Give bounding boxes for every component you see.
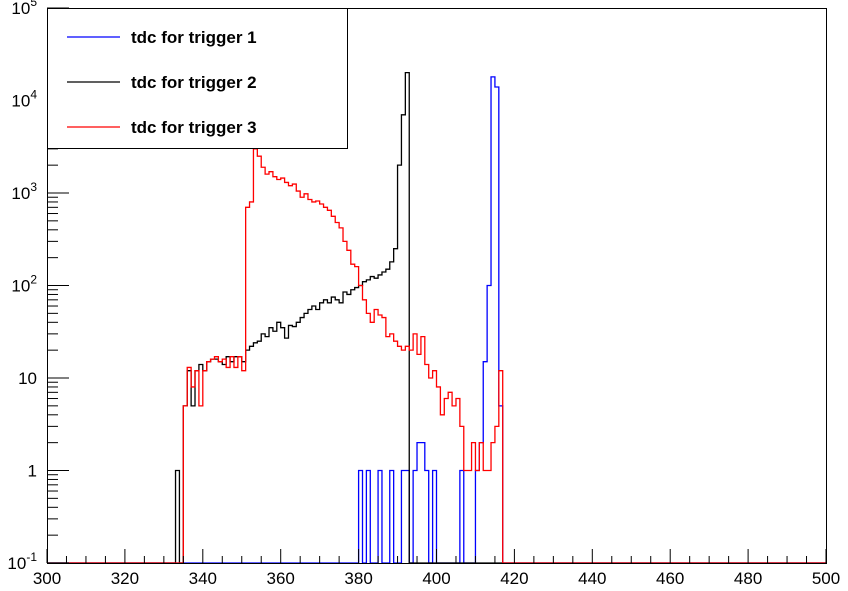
x-tick-labels: 300 320 340 360 380 400 420 440 460 480 500 <box>33 569 840 588</box>
legend-box <box>47 8 348 149</box>
y-tick-label: 10 <box>18 369 37 388</box>
x-tick-label: 380 <box>344 569 372 588</box>
legend-label-trigger-1: tdc for trigger 1 <box>131 28 257 47</box>
x-tick-label: 480 <box>734 569 762 588</box>
y-tick-label: 105 <box>11 0 37 18</box>
legend-label-trigger-2: tdc for trigger 2 <box>131 73 257 92</box>
y-tick-label: 1 <box>28 462 37 481</box>
y-tick-label: 10-1 <box>7 550 37 573</box>
x-tick-label: 360 <box>267 569 295 588</box>
x-tick-label: 460 <box>656 569 684 588</box>
x-tick-label: 320 <box>111 569 139 588</box>
x-tick-label: 300 <box>33 569 61 588</box>
legend-label-trigger-3: tdc for trigger 3 <box>131 118 257 137</box>
y-tick-label: 104 <box>11 88 37 111</box>
x-tick-label: 500 <box>812 569 840 588</box>
y-tick-label: 102 <box>11 273 37 296</box>
x-tick-label: 400 <box>422 569 450 588</box>
legend: tdc for trigger 1 tdc for trigger 2 tdc fo… <box>47 8 348 149</box>
y-tick-label: 103 <box>11 180 37 203</box>
series-line-trigger-3 <box>47 148 826 564</box>
x-tick-label: 420 <box>500 569 528 588</box>
y-tick-labels: 10-1 1 10 102 103 104 105 <box>7 0 37 573</box>
x-tick-label: 440 <box>578 569 606 588</box>
x-tick-label: 340 <box>189 569 217 588</box>
